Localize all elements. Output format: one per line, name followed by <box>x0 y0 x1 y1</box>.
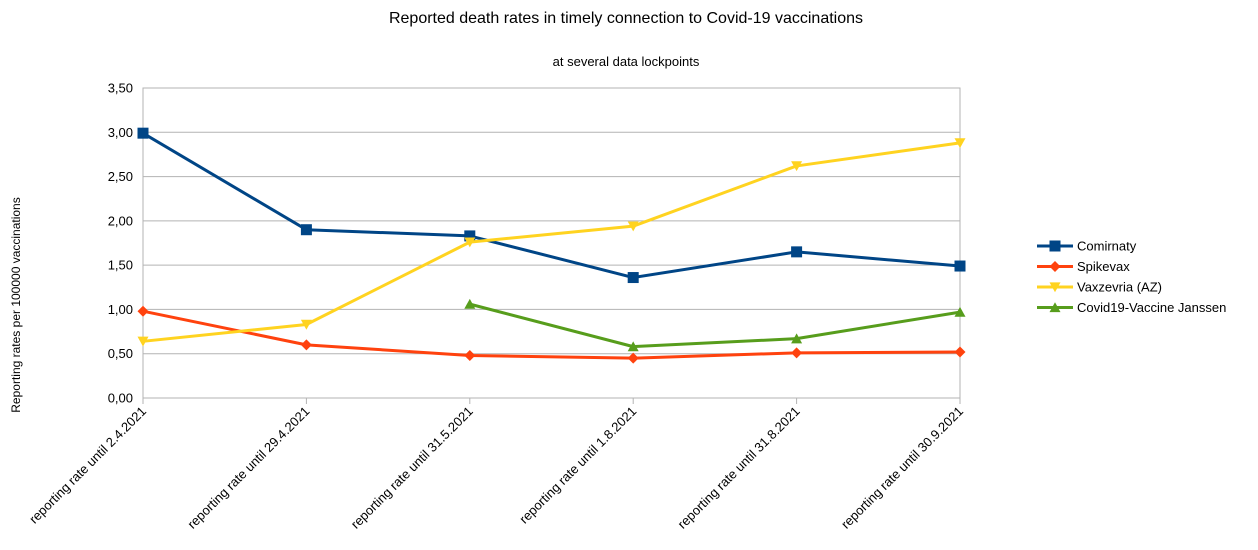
legend-label: Vaxzevria (AZ) <box>1077 280 1162 295</box>
legend-marker <box>1049 240 1061 252</box>
y-tick-label: 2,50 <box>108 169 133 184</box>
y-axis-title: Reporting rates per 100000 vaccinations <box>9 197 23 412</box>
y-tick-label: 1,50 <box>108 258 133 273</box>
data-point-vaxzevria-az <box>464 237 476 248</box>
plot-frame <box>142 87 961 399</box>
x-tick-label: reporting rate until 31.8.2021 <box>675 404 803 532</box>
data-point-covid19-vaccine-janssen <box>627 341 639 352</box>
series-line-comirnaty <box>142 131 961 280</box>
series-line-vaxzevria-az <box>142 141 961 343</box>
data-point-spikevax <box>791 347 803 359</box>
data-point-comirnaty <box>627 272 639 284</box>
data-point-covid19-vaccine-janssen <box>954 306 966 317</box>
data-point-comirnaty <box>464 230 476 242</box>
data-point-comirnaty <box>954 260 966 272</box>
chart-title: Reported death rates in timely connectio… <box>389 10 863 27</box>
series-line-spikevax <box>142 309 961 360</box>
plot-area: 0,00 0,50 1,00 1,50 2,00 2,50 3,00 3,50 reportin… <box>26 81 966 532</box>
data-point-vaxzevria-az <box>791 161 803 172</box>
y-tick-label: 2,00 <box>108 213 133 228</box>
x-tick-label: reporting rate until 2.4.2021 <box>26 404 149 527</box>
data-point-comirnaty <box>300 224 312 236</box>
series-line-covid19-vaccine-janssen <box>469 302 961 349</box>
legend: Comirnaty Spikevax Vaxzevria (AZ) Covid19-V… <box>1037 239 1226 315</box>
legend-marker <box>1049 282 1061 293</box>
data-point-covid19-vaccine-janssen <box>464 298 476 309</box>
data-point-comirnaty <box>791 246 803 258</box>
legend-label: Comirnaty <box>1077 239 1137 254</box>
data-point-comirnaty <box>137 127 149 139</box>
x-tick-label: reporting rate until 29.4.2021 <box>184 404 312 532</box>
data-point-vaxzevria-az <box>954 138 966 149</box>
legend-marker <box>1049 261 1061 272</box>
data-point-spikevax <box>300 339 312 351</box>
data-point-spikevax <box>627 352 639 364</box>
data-point-vaxzevria-az <box>300 319 312 330</box>
data-point-spikevax <box>954 346 966 358</box>
legend-marker <box>1049 302 1061 313</box>
x-tick-label: reporting rate until 31.5.2021 <box>348 404 476 532</box>
data-point-vaxzevria-az <box>137 336 149 347</box>
legend-label: Covid19-Vaccine Janssen <box>1077 300 1226 315</box>
x-tick-label: reporting rate until 30.9.2021 <box>838 404 966 532</box>
y-tick-label: 1,00 <box>108 302 133 317</box>
x-tick-label: reporting rate until 1.8.2021 <box>516 404 639 527</box>
y-tick-label: 0,50 <box>108 346 133 361</box>
chart-subtitle: at several data lockpoints <box>553 54 700 69</box>
data-point-covid19-vaccine-janssen <box>791 333 803 344</box>
legend-label: Spikevax <box>1077 259 1130 274</box>
y-tick-label: 0,00 <box>108 391 133 406</box>
y-tick-label: 3,00 <box>108 125 133 140</box>
data-point-spikevax <box>464 349 476 361</box>
data-point-spikevax <box>137 305 149 317</box>
y-tick-label: 3,50 <box>108 81 133 96</box>
data-point-vaxzevria-az <box>627 221 639 232</box>
